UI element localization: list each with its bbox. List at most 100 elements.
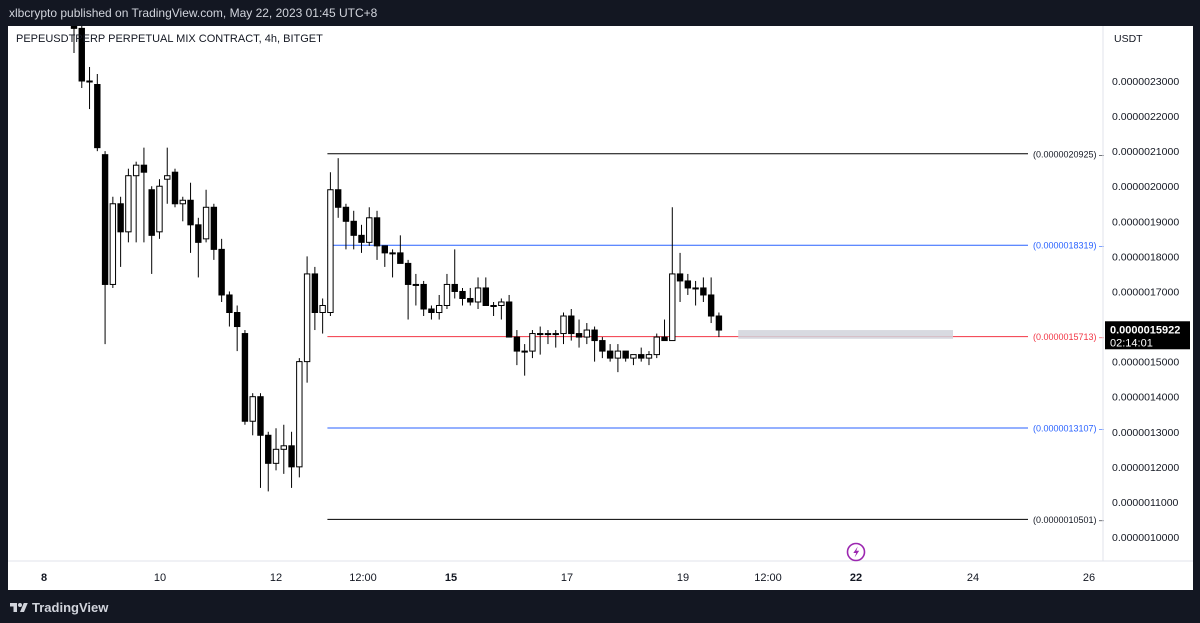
candle[interactable] (498, 298, 505, 320)
time-tick-label: 22 (850, 572, 862, 584)
price-tick-label: 0.0000019000 (1112, 216, 1179, 228)
candle[interactable] (148, 186, 155, 274)
candle[interactable] (676, 252, 684, 302)
candle[interactable] (218, 238, 225, 302)
candle[interactable] (397, 235, 404, 264)
candle[interactable] (265, 431, 272, 492)
candle[interactable] (101, 151, 109, 345)
candle[interactable] (257, 393, 264, 488)
candle[interactable] (164, 147, 171, 204)
candle[interactable] (575, 319, 583, 348)
candle[interactable] (233, 305, 241, 352)
candle[interactable] (132, 161, 140, 243)
candle[interactable] (195, 217, 202, 278)
candle[interactable] (707, 277, 715, 324)
candle[interactable] (249, 393, 256, 436)
candle[interactable] (171, 168, 179, 208)
candle-body-down (70, 17, 78, 29)
candle[interactable] (537, 326, 544, 355)
support-zone[interactable] (738, 330, 953, 339)
candle[interactable] (319, 298, 326, 334)
candle[interactable] (226, 291, 233, 327)
candle[interactable] (467, 287, 474, 306)
price-axis[interactable]: 0.0000010000 0.0000011000 0.0000012000 0.00… (1112, 76, 1179, 544)
candle[interactable] (389, 249, 396, 278)
candle[interactable] (342, 203, 350, 250)
price-tick-label: 0.0000011000 (1112, 497, 1179, 509)
candle-body-up (521, 350, 528, 353)
candle[interactable] (78, 21, 85, 89)
candle[interactable] (94, 73, 101, 152)
candle-body-up (389, 252, 396, 255)
candle[interactable] (482, 277, 490, 306)
candle[interactable] (684, 273, 692, 295)
candle[interactable] (366, 207, 373, 246)
candle[interactable] (568, 309, 575, 341)
time-axis[interactable]: 8 10 12 12:00 15 17 19 12:00 22 24 26 (41, 572, 1095, 584)
candle[interactable] (583, 323, 591, 345)
candle[interactable] (156, 179, 163, 239)
candle[interactable] (599, 337, 606, 359)
candle-body-up (156, 185, 163, 233)
candle[interactable] (529, 330, 536, 359)
candle[interactable] (125, 168, 132, 243)
candle[interactable] (202, 189, 210, 243)
candle[interactable] (443, 273, 451, 309)
candle[interactable] (653, 333, 660, 359)
candle[interactable] (272, 428, 280, 471)
candle[interactable] (327, 172, 334, 317)
publish-info-text: xlbcrypto published on TradingView.com, … (9, 6, 378, 20)
candle[interactable] (451, 249, 458, 299)
candle[interactable] (311, 266, 319, 331)
level-label: (0.0000013107) – (1033, 424, 1104, 434)
candle[interactable] (210, 203, 218, 260)
candle[interactable] (544, 330, 552, 345)
candle[interactable] (420, 280, 427, 317)
candle[interactable] (117, 196, 124, 267)
candle[interactable] (661, 319, 668, 342)
candle[interactable] (334, 158, 342, 218)
candle-body-up (86, 80, 93, 83)
candle[interactable] (560, 312, 567, 345)
candle[interactable] (591, 326, 598, 362)
candle[interactable] (404, 259, 412, 320)
candle[interactable] (638, 347, 645, 362)
candle[interactable] (412, 273, 420, 306)
candle-body-up (692, 287, 699, 290)
chart-area[interactable]: (0.0000020925) – (0.0000018319) – (0.00000… (8, 3, 1193, 590)
candle[interactable] (187, 182, 194, 253)
candle[interactable] (241, 330, 249, 425)
candle[interactable] (381, 245, 389, 267)
candle[interactable] (700, 277, 707, 302)
candle[interactable] (715, 312, 723, 338)
candle[interactable] (435, 294, 443, 320)
candle[interactable] (428, 305, 435, 320)
candle[interactable] (373, 210, 381, 260)
candle[interactable] (474, 277, 482, 309)
candlestick-chart[interactable]: (0.0000020925) – (0.0000018319) – (0.00000… (8, 3, 1193, 590)
candle[interactable] (109, 196, 117, 288)
candle[interactable] (692, 280, 699, 306)
candle[interactable] (280, 424, 287, 474)
candle[interactable] (622, 350, 629, 362)
candle[interactable] (513, 330, 521, 366)
candle[interactable] (350, 210, 357, 250)
candle[interactable] (358, 224, 365, 253)
candle[interactable] (645, 351, 653, 366)
candle[interactable] (490, 301, 497, 317)
candle[interactable] (521, 344, 528, 376)
candle[interactable] (669, 207, 676, 342)
candle[interactable] (86, 66, 93, 110)
candle[interactable] (630, 354, 637, 366)
candle[interactable] (140, 147, 148, 243)
candle[interactable] (614, 344, 622, 373)
lightning-event-icon[interactable] (846, 542, 866, 562)
candle[interactable] (606, 344, 614, 362)
candle[interactable] (179, 196, 186, 222)
candle[interactable] (552, 330, 559, 348)
candle[interactable] (296, 358, 303, 478)
candle[interactable] (505, 294, 513, 338)
candle[interactable] (459, 287, 466, 306)
candle[interactable] (303, 256, 311, 383)
candle[interactable] (288, 431, 295, 488)
